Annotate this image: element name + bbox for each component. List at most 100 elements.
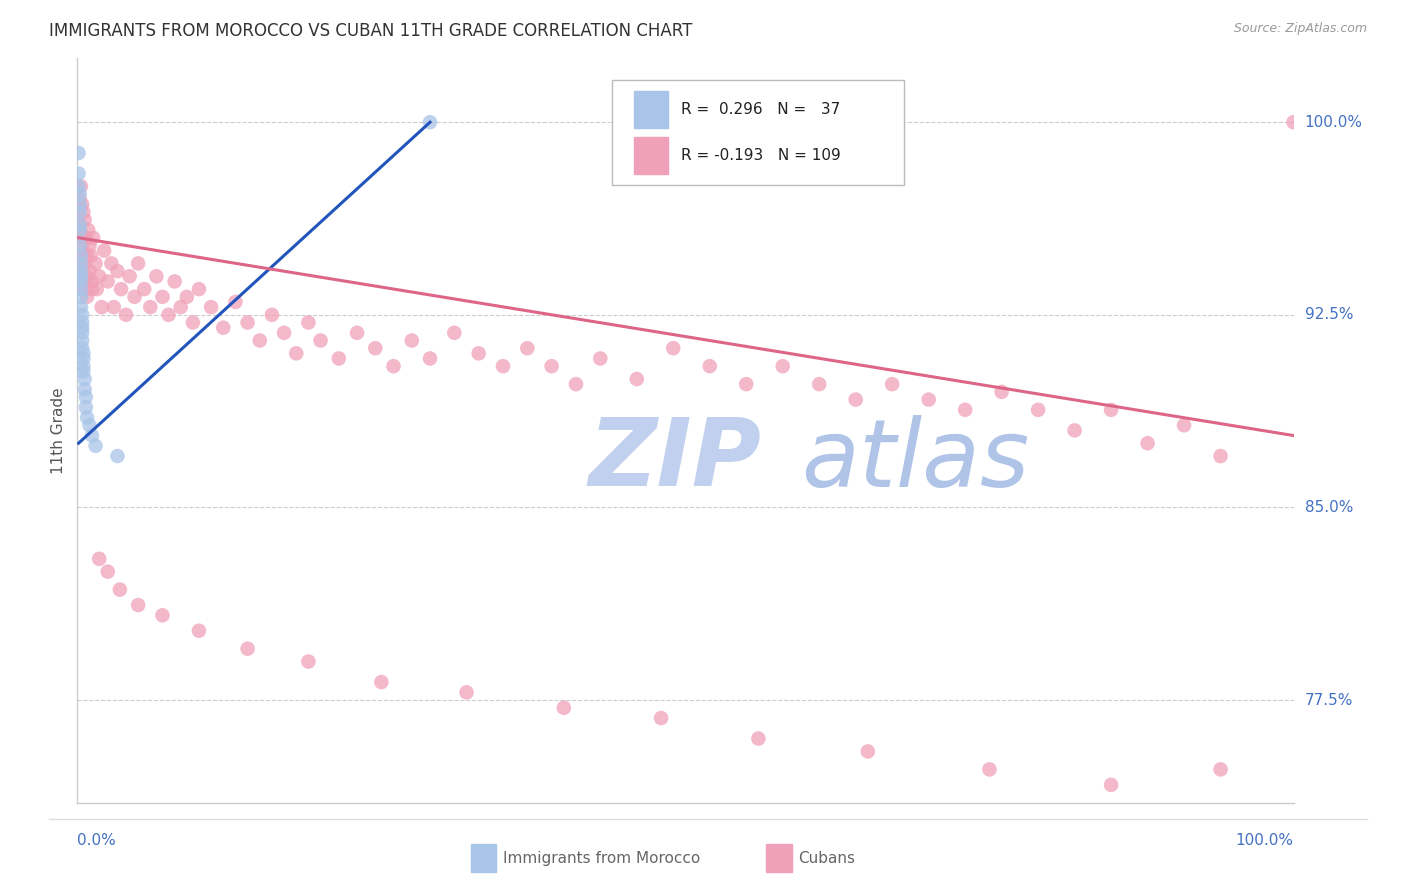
Point: [70, 256, 93, 270]
Point: [70, 264, 93, 278]
Point: [152, 290, 174, 304]
Point: [79, 264, 101, 278]
Point: [75, 231, 97, 245]
Point: [224, 295, 246, 310]
Bar: [634, 91, 668, 128]
Point: [662, 341, 685, 355]
Point: [70, 256, 93, 270]
Point: [176, 290, 198, 304]
Text: 100.0%: 100.0%: [1305, 115, 1362, 129]
Point: [419, 351, 441, 366]
Point: [127, 598, 149, 612]
Point: [467, 346, 489, 360]
Point: [70, 249, 93, 263]
Point: [75, 401, 97, 415]
Point: [80, 274, 103, 288]
Point: [124, 290, 146, 304]
Point: [70, 179, 93, 194]
Point: [80, 249, 103, 263]
Point: [134, 282, 156, 296]
Point: [89, 269, 111, 284]
Point: [882, 377, 904, 392]
Point: [382, 359, 405, 374]
Point: [540, 359, 562, 374]
Point: [1026, 402, 1049, 417]
Point: [747, 731, 769, 746]
Point: [70, 282, 93, 296]
Point: [73, 256, 96, 270]
Point: [70, 264, 93, 278]
Text: 92.5%: 92.5%: [1305, 308, 1353, 322]
Point: [70, 197, 93, 211]
Point: [73, 212, 96, 227]
Point: [70, 326, 93, 340]
Point: [188, 624, 211, 638]
Point: [297, 655, 319, 669]
Point: [70, 334, 93, 348]
Point: [845, 392, 868, 407]
Point: [419, 115, 441, 129]
Point: [139, 300, 162, 314]
Point: [93, 244, 115, 258]
Point: [328, 351, 350, 366]
Y-axis label: 11th Grade: 11th Grade: [51, 387, 66, 474]
Point: [69, 197, 91, 211]
Point: [273, 326, 295, 340]
Point: [70, 341, 93, 355]
Point: [70, 269, 93, 284]
Point: [69, 223, 91, 237]
Point: [1099, 402, 1122, 417]
Point: [84, 256, 107, 270]
Text: R = -0.193   N = 109: R = -0.193 N = 109: [681, 148, 841, 163]
Point: [72, 351, 94, 366]
Point: [1209, 763, 1232, 777]
Point: [67, 179, 90, 194]
Point: [163, 274, 186, 288]
Point: [70, 290, 93, 304]
Point: [70, 316, 93, 330]
Point: [589, 351, 612, 366]
Point: [1209, 449, 1232, 463]
Point: [69, 238, 91, 252]
Point: [212, 320, 235, 334]
Point: [118, 269, 141, 284]
Text: Cubans: Cubans: [799, 851, 856, 865]
Point: [69, 218, 91, 232]
Point: [188, 282, 211, 296]
Point: [73, 382, 96, 396]
Point: [72, 359, 94, 374]
Text: atlas: atlas: [801, 415, 1029, 506]
Point: [69, 205, 91, 219]
Point: [77, 223, 100, 237]
Point: [73, 372, 96, 386]
Point: [108, 582, 131, 597]
Point: [76, 249, 98, 263]
Point: [309, 334, 332, 348]
Point: [553, 700, 575, 714]
Point: [990, 384, 1012, 399]
Point: [856, 744, 879, 758]
Text: R =  0.296   N =   37: R = 0.296 N = 37: [681, 102, 839, 117]
Point: [84, 439, 107, 453]
Point: [152, 608, 174, 623]
Text: IMMIGRANTS FROM MOROCCO VS CUBAN 11TH GRADE CORRELATION CHART: IMMIGRANTS FROM MOROCCO VS CUBAN 11TH GR…: [49, 22, 693, 40]
Point: [181, 316, 204, 330]
Point: [808, 377, 831, 392]
Point: [157, 308, 180, 322]
Point: [80, 428, 103, 442]
Point: [75, 274, 97, 288]
Point: [170, 300, 193, 314]
Point: [79, 238, 101, 252]
Point: [200, 300, 222, 314]
Point: [89, 551, 111, 566]
Point: [979, 763, 1001, 777]
Point: [401, 334, 423, 348]
Text: 100.0%: 100.0%: [1236, 833, 1294, 848]
Point: [626, 372, 648, 386]
Point: [107, 264, 129, 278]
Point: [100, 256, 122, 270]
Point: [364, 341, 387, 355]
Point: [69, 187, 91, 202]
Point: [650, 711, 672, 725]
Text: Source: ZipAtlas.com: Source: ZipAtlas.com: [1233, 22, 1367, 36]
